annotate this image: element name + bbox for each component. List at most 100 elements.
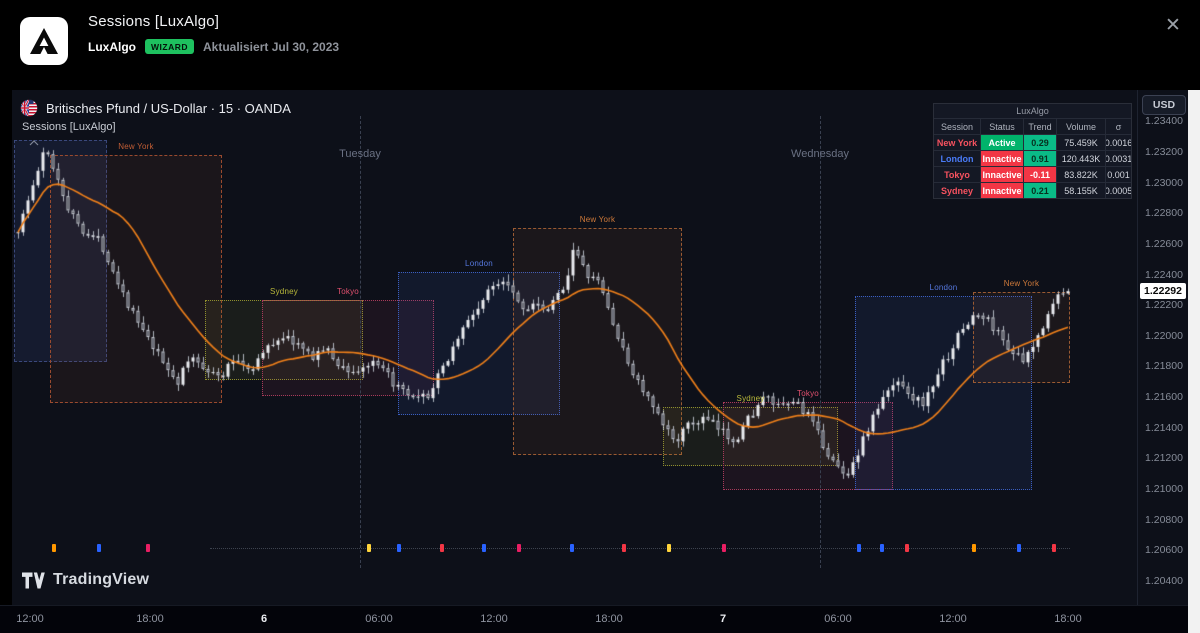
table-row: London Innactive 0.91 120.443K 0.0031	[934, 150, 1131, 166]
status-cell: Innactive	[981, 150, 1024, 166]
volume-cell: 83.822K	[1057, 166, 1106, 182]
currency-badge: USD	[1142, 95, 1186, 115]
price-tick: 1.22000	[1145, 329, 1183, 342]
volume-cell: 120.443K	[1057, 150, 1106, 166]
tradingview-icon	[22, 572, 45, 588]
session-marker	[622, 544, 626, 552]
tradingview-logo[interactable]: TradingView	[22, 571, 149, 589]
wizard-badge: WIZARD	[145, 39, 194, 54]
volume-cell: 75.459K	[1057, 134, 1106, 150]
time-tick: 06:00	[365, 613, 393, 625]
session-marker	[440, 544, 444, 552]
time-tick: 12:00	[480, 613, 508, 625]
sigma-cell: 0.0031	[1106, 150, 1131, 166]
price-tick: 1.21200	[1145, 452, 1183, 465]
page-background-strip	[1188, 90, 1200, 633]
session-marker	[1017, 544, 1021, 552]
price-tick: 1.22800	[1145, 207, 1183, 220]
time-tick: 6	[260, 613, 268, 625]
price-tick: 1.21000	[1145, 483, 1183, 496]
sessions-table: LuxAlgo Session Status Trend Volume σ New York…	[933, 103, 1132, 199]
time-axis[interactable]: 12:00 18:00 6 06:00 12:00 18:00 7 06:00 12:00 18:…	[0, 605, 1188, 633]
symbol-flag-icon	[20, 99, 38, 117]
price-axis[interactable]: USD 1.22292 1.23400 1.23200 1.23000 1.22800…	[1137, 90, 1188, 605]
session-box-london-label: London	[929, 283, 958, 292]
session-marker	[52, 544, 56, 552]
session-marker	[97, 544, 101, 552]
session-name-cell: Sydney	[934, 182, 981, 198]
price-tick: 1.23400	[1145, 115, 1183, 128]
author-row: LuxAlgo WIZARD Aktualisiert Jul 30, 2023	[88, 39, 339, 54]
time-tick: 06:00	[824, 613, 852, 625]
session-marker	[367, 544, 371, 552]
session-marker	[1052, 544, 1056, 552]
session-marker	[517, 544, 521, 552]
time-tick: 7	[719, 613, 727, 625]
chevron-up-icon[interactable]	[29, 140, 39, 146]
session-name-cell: New York	[934, 134, 981, 150]
table-column-header: Volume	[1057, 118, 1106, 134]
session-marker	[722, 544, 726, 552]
time-tick: 18:00	[136, 613, 164, 625]
trend-cell: 0.29	[1024, 134, 1057, 150]
session-marker	[667, 544, 671, 552]
time-tick: 12:00	[16, 613, 44, 625]
author-name[interactable]: LuxAlgo	[88, 39, 136, 54]
updated-label: Aktualisiert Jul 30, 2023	[203, 39, 340, 54]
time-tick: 12:00	[939, 613, 967, 625]
luxalgo-logo	[20, 17, 68, 65]
status-cell: Active	[981, 134, 1024, 150]
session-box-tokyo-label: Tokyo	[337, 287, 359, 296]
price-tick: 1.21400	[1145, 421, 1183, 434]
sigma-cell: 0.0005	[1106, 182, 1131, 198]
time-tick: 18:00	[1054, 613, 1082, 625]
indicator-title[interactable]: Sessions [LuxAlgo]	[22, 121, 116, 133]
session-box-new-york-label: New York	[1003, 279, 1040, 288]
price-tick: 1.22200	[1145, 299, 1183, 312]
volume-cell: 58.155K	[1057, 182, 1106, 198]
price-tick: 1.20800	[1145, 513, 1183, 526]
tradingview-label: TradingView	[53, 571, 150, 588]
session-marker	[972, 544, 976, 552]
price-tick: 1.22600	[1145, 237, 1183, 250]
close-button[interactable]: ✕	[1165, 14, 1181, 36]
table-row: New York Active 0.29 75.459K 0.0016	[934, 134, 1131, 150]
session-marker	[146, 544, 150, 552]
session-marker	[482, 544, 486, 552]
sigma-cell: 0.001	[1106, 166, 1131, 182]
trend-cell: 0.21	[1024, 182, 1057, 198]
session-marker	[905, 544, 909, 552]
session-box-new-york-label: New York	[579, 215, 616, 224]
table-column-header: Status	[981, 118, 1024, 134]
page-title: Sessions [LuxAlgo]	[88, 13, 220, 30]
session-marker	[570, 544, 574, 552]
session-box-sydney-label: Sydney	[270, 287, 298, 296]
price-tick: 1.20400	[1145, 574, 1183, 587]
status-cell: Innactive	[981, 182, 1024, 198]
price-tick: 1.20600	[1145, 544, 1183, 557]
symbol-title[interactable]: Britisches Pfund / US-Dollar · 15 · OAND…	[46, 100, 291, 116]
modal-header: Sessions [LuxAlgo] LuxAlgo WIZARD Aktual…	[0, 0, 1200, 90]
session-box-tokyo-label: Tokyo	[797, 389, 819, 398]
table-row: Sydney Innactive 0.21 58.155K 0.0005	[934, 182, 1131, 198]
session-box-new-york-label: New York	[118, 142, 154, 151]
table-column-header: σ	[1106, 118, 1131, 134]
table-row: Tokyo Innactive -0.11 83.822K 0.001	[934, 166, 1131, 182]
session-name-cell: London	[934, 150, 981, 166]
price-tick: 1.21600	[1145, 391, 1183, 404]
table-column-header: Session	[934, 118, 981, 134]
price-tick: 1.23000	[1145, 176, 1183, 189]
trend-cell: 0.91	[1024, 150, 1057, 166]
session-marker	[880, 544, 884, 552]
session-name-cell: Tokyo	[934, 166, 981, 182]
table-column-header: Trend	[1024, 118, 1057, 134]
session-box-sydney-label: Sydney	[736, 394, 765, 403]
session-marker	[857, 544, 861, 552]
chart-pane[interactable]: Britisches Pfund / US-Dollar · 15 · OAND…	[12, 90, 1137, 605]
session-box-london-label: London	[465, 259, 493, 268]
sigma-cell: 0.0016	[1106, 134, 1131, 150]
symbol-legend[interactable]: Britisches Pfund / US-Dollar · 15 · OAND…	[20, 99, 291, 117]
time-tick: 18:00	[595, 613, 623, 625]
price-tick: 1.23200	[1145, 146, 1183, 158]
trend-cell: -0.11	[1024, 166, 1057, 182]
